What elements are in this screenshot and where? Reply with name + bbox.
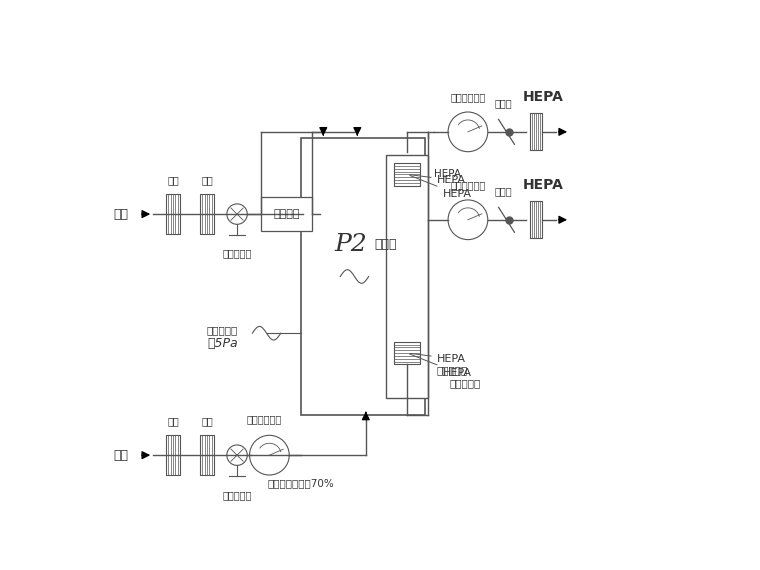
Bar [394, 342, 420, 364]
Circle shape [226, 204, 247, 225]
Bar [200, 194, 214, 234]
Text: HEPA: HEPA [523, 89, 564, 104]
Bar [166, 194, 180, 234]
Text: 安全柜排风量的70%: 安全柜排风量的70% [268, 478, 334, 488]
Text: 安全柜补风机: 安全柜补风机 [246, 414, 281, 424]
Bar [394, 163, 420, 186]
Bar [385, 154, 428, 398]
Circle shape [226, 445, 247, 465]
Circle shape [249, 435, 290, 475]
Text: 实验室: 实验室 [375, 238, 397, 251]
Circle shape [448, 112, 488, 152]
Text: P2: P2 [334, 233, 367, 256]
Text: 补风: 补风 [113, 449, 128, 462]
Text: 电动密闭阀: 电动密闭阀 [223, 490, 252, 500]
Text: 中效: 中效 [201, 416, 213, 426]
Text: －5Pa: －5Pa [207, 337, 238, 351]
Text: HEPA: HEPA [410, 353, 466, 364]
Bar [261, 197, 312, 231]
Text: HEPA: HEPA [410, 175, 466, 185]
Text: HEPA: HEPA [410, 176, 471, 199]
Text: 止回阀: 止回阀 [495, 186, 512, 196]
Text: 电动密闭阀: 电动密闭阀 [223, 249, 252, 259]
Text: HEPA: HEPA [434, 169, 461, 180]
Text: 止回阀: 止回阀 [495, 99, 512, 108]
Bar [200, 435, 214, 475]
Text: 中效: 中效 [201, 175, 213, 185]
Text: HEPA: HEPA [410, 354, 471, 378]
Text: 实验室排风机: 实验室排风机 [450, 181, 486, 190]
Bar [530, 201, 542, 238]
Text: 粗效: 粗效 [167, 416, 179, 426]
Text: 生物安全柜: 生物安全柜 [449, 378, 480, 388]
Bar [166, 435, 180, 475]
Text: 安全柜排风机: 安全柜排风机 [450, 93, 486, 103]
Text: 粗效: 粗效 [167, 175, 179, 185]
Circle shape [448, 200, 488, 239]
Text: 新风: 新风 [113, 207, 128, 221]
Text: 风机盘管: 风机盘管 [273, 209, 299, 219]
Text: 生物安全柜: 生物安全柜 [437, 365, 468, 375]
Text: HEPA: HEPA [523, 178, 564, 192]
Bar [301, 137, 426, 416]
Text: 主实验室：: 主实验室： [207, 325, 238, 335]
Bar [530, 113, 542, 150]
